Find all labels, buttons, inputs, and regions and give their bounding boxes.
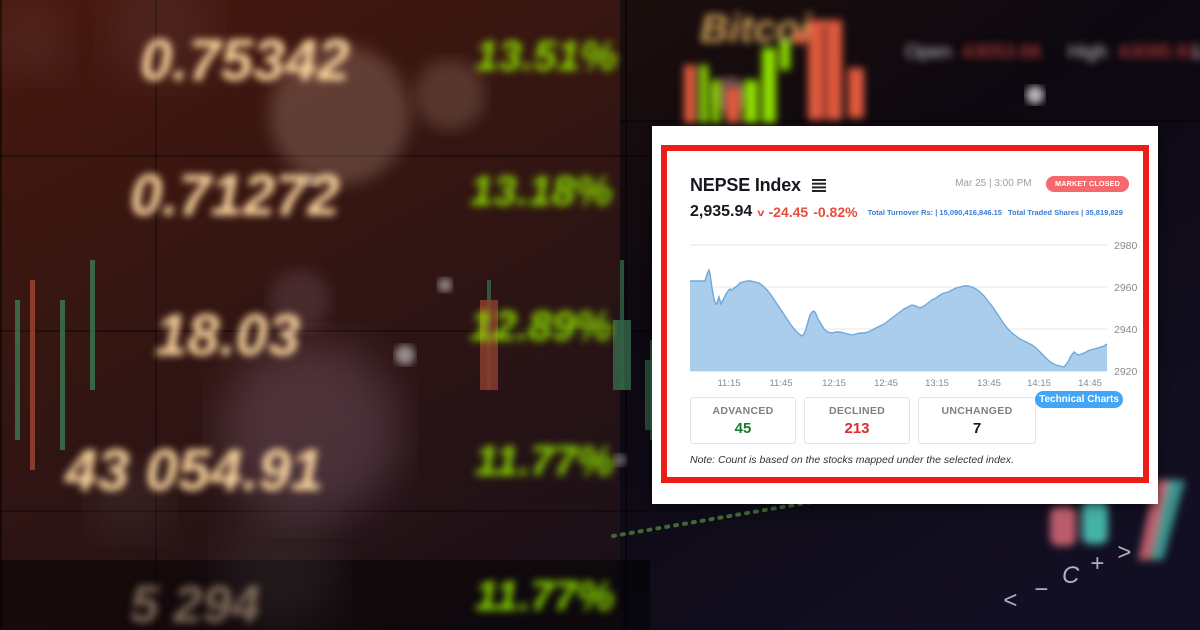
svg-text:13:15: 13:15 (925, 378, 949, 389)
svg-text:2920: 2920 (1114, 366, 1138, 378)
svg-text:5 294: 5 294 (130, 576, 260, 630)
svg-text:12.89%: 12.89% (470, 302, 612, 349)
svg-text:2980: 2980 (1114, 240, 1138, 252)
svg-text:43053.66: 43053.66 (962, 42, 1041, 63)
svg-text:12:15: 12:15 (822, 378, 846, 389)
svg-text:>: > (1117, 539, 1131, 566)
svg-text:+: + (1090, 550, 1104, 577)
svg-text:13.51%: 13.51% (475, 32, 617, 79)
svg-text:14:15: 14:15 (1027, 378, 1051, 389)
svg-text:18.03: 18.03 (155, 303, 300, 368)
svg-text:11:15: 11:15 (717, 378, 740, 389)
svg-text:13:45: 13:45 (977, 378, 1001, 389)
svg-text:14:45: 14:45 (1078, 378, 1102, 389)
svg-text:0.75342: 0.75342 (140, 28, 350, 93)
svg-text:43 054.91: 43 054.91 (64, 438, 323, 503)
svg-text:2960: 2960 (1114, 282, 1138, 294)
svg-text:−: − (1034, 576, 1048, 603)
svg-text:43095.91: 43095.91 (1118, 42, 1197, 63)
svg-text:11.77%: 11.77% (475, 437, 614, 484)
svg-text:C: C (1062, 562, 1080, 589)
svg-text:12:45: 12:45 (874, 378, 898, 389)
svg-text:High: High (1068, 42, 1107, 63)
svg-text:11:45: 11:45 (769, 378, 792, 389)
svg-text:2940: 2940 (1114, 324, 1138, 336)
svg-text:11.77%: 11.77% (475, 572, 614, 619)
svg-text:Open: Open (905, 42, 951, 63)
svg-text:13.18%: 13.18% (470, 167, 612, 214)
svg-text:Low: Low (1195, 42, 1200, 63)
svg-text:<: < (1003, 587, 1017, 614)
svg-text:0.71272: 0.71272 (130, 163, 340, 228)
